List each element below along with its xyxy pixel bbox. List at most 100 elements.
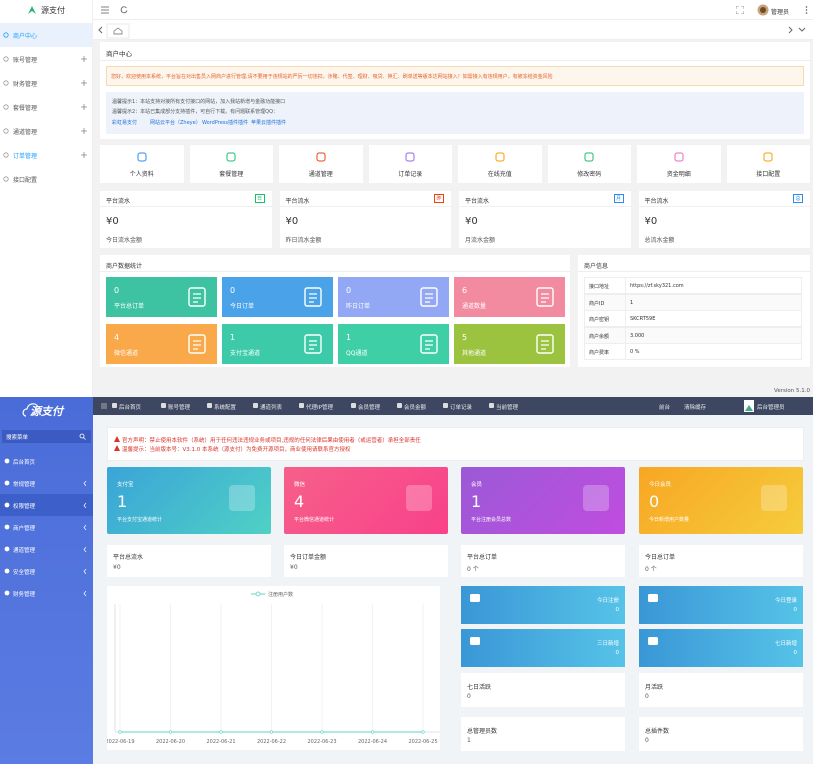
tile-value: 1	[230, 333, 236, 342]
nav-item[interactable]: 通道列表	[260, 405, 283, 411]
menu-item[interactable]: 通道管理	[0, 538, 93, 560]
nav-right-item[interactable]: 前台	[659, 405, 671, 411]
search-icon	[79, 433, 86, 440]
shortcut-card[interactable]: 接口配置	[726, 145, 810, 183]
divider	[578, 271, 810, 272]
total-value: 0 个	[645, 566, 657, 573]
top-nav: 后台首页 账号管理 系统配置 通道列表 代理IP管理 会员管理 会员金额 订单记录 当前管理 前台…	[93, 397, 813, 415]
shortcut-icon	[405, 152, 415, 162]
stat-amount: ¥0	[465, 216, 478, 227]
search-placeholder: 搜索菜单	[6, 435, 29, 441]
stat-card: 平台流水 月 ¥0 月流水金额	[459, 191, 631, 248]
menu-item[interactable]: 商户中心	[0, 23, 92, 47]
nav-item[interactable]: 代理IP管理	[306, 405, 333, 411]
blue-card-value: 0	[793, 650, 798, 656]
menu-icon	[3, 32, 9, 38]
info-card: 月活跃 0	[639, 673, 803, 707]
info-row: 商户余额 3.000	[584, 326, 802, 344]
blue-card-value: 0	[615, 650, 620, 656]
nav-item[interactable]: 会员管理	[358, 405, 381, 411]
blue-card-label: 七日新增	[774, 641, 797, 647]
blue-card: 三日新增 0	[461, 629, 625, 667]
top-app: 源支付 商户中心 账号管理 财务管理 套餐管理 通道管理 订单管理 接口配置 管理员 商户中心 您好…	[0, 0, 813, 397]
blue-card: 七日新增 0	[639, 629, 803, 667]
info-box: 温馨提示1：本站支持对接所有支付接口的网站，加入我站新增与金融功能接口 温馨提示2…	[106, 92, 804, 134]
stat-title: 平台流水	[285, 198, 310, 205]
card-value: 4	[294, 492, 305, 511]
shortcut-card[interactable]: 订单记录	[368, 145, 452, 183]
menu-item[interactable]: 账号管理	[0, 47, 92, 71]
menu-item[interactable]: 财务管理	[0, 582, 93, 604]
shortcut-card[interactable]: 通道管理	[279, 145, 363, 183]
shortcut-card[interactable]: 个人资料	[100, 145, 184, 183]
stat-card: 平台流水 昨 ¥0 昨日流水金额	[279, 191, 451, 248]
summary-card: 微信 4 平台微信通道统计	[284, 467, 448, 534]
nav-item[interactable]: 订单记录	[450, 405, 473, 411]
data-point	[421, 730, 425, 734]
menu-item[interactable]: 接口配置	[0, 167, 92, 191]
stat-caption: 总流水金额	[644, 237, 675, 244]
shortcut-card[interactable]: 套餐管理	[189, 145, 273, 183]
admin-name[interactable]: 管理员	[771, 9, 790, 16]
shortcut-icon	[763, 152, 773, 162]
chevron	[83, 547, 87, 552]
menu-item[interactable]: 商户管理	[0, 516, 93, 538]
panel-title: 商户数据统计	[106, 263, 143, 270]
menu-label: 接口配置	[13, 177, 38, 184]
notice-text: 温馨提示：当前版本号：V3.1.0 本系统（源支付）为免费开源项目，商业使用请联…	[122, 447, 351, 453]
menu-item[interactable]: 权限管理	[0, 494, 93, 516]
total-card: 今日总订单 0 个	[639, 545, 803, 577]
nav-item[interactable]: 账号管理	[168, 405, 191, 411]
nav-right-item[interactable]: 清除缓存	[684, 405, 707, 411]
shortcut-card[interactable]: 在线充值	[458, 145, 542, 183]
card-icon	[583, 485, 609, 511]
info-key: 商户ID	[589, 300, 605, 307]
menu-item[interactable]: 套餐管理	[0, 95, 92, 119]
menu-item[interactable]: 通道管理	[0, 119, 92, 143]
link[interactable]: 彩虹易支付	[112, 120, 138, 126]
chevron	[83, 569, 87, 574]
stat-title: 平台流水	[106, 198, 131, 205]
menu-item[interactable]: 安全管理	[0, 560, 93, 582]
tile-icon	[420, 287, 438, 307]
shortcut-card[interactable]: 资金明细	[637, 145, 721, 183]
menu-item[interactable]: 财务管理	[0, 71, 92, 95]
summary-card: 会员 1 平台注册会员总数	[461, 467, 625, 534]
stat-title: 平台流水	[644, 198, 669, 205]
shortcut-card[interactable]: 修改密码	[547, 145, 631, 183]
nav-item[interactable]: 当前管理	[496, 405, 519, 411]
nav-right-item[interactable]: 后台管理员	[757, 405, 785, 411]
tile-label: 支付宝通道	[230, 350, 261, 357]
menu-label: 安全管理	[13, 570, 36, 576]
link[interactable]: 网站云平台（Zheye）	[150, 120, 201, 126]
blue-card-label: 今日注册	[596, 598, 619, 604]
total-card: 今日订单金额 ¥0	[284, 545, 448, 577]
data-tile: 1 支付宝通道	[222, 324, 333, 364]
tile-icon	[188, 334, 206, 354]
total-card: 平台总订单 0 个	[461, 545, 625, 577]
shortcut-icon	[137, 152, 147, 162]
menu-icon	[3, 176, 9, 182]
tile-label: 其他通道	[462, 350, 487, 357]
nav-item[interactable]: 会员金额	[404, 405, 427, 411]
card-value: 1	[117, 492, 128, 511]
nav-item[interactable]: 后台首页	[119, 405, 142, 411]
col-line	[625, 344, 626, 359]
menu-item[interactable]: 后台首页	[0, 450, 93, 472]
blue-card-label: 今日登录	[774, 598, 797, 604]
menu-icon	[4, 458, 10, 464]
menu-item[interactable]: 订单管理	[0, 143, 92, 167]
search-box[interactable]: 搜索菜单	[2, 430, 91, 443]
link[interactable]: 苹果云插件插件	[251, 120, 287, 126]
menu-item[interactable]: 常规管理	[0, 472, 93, 494]
divider	[459, 206, 631, 207]
chevron	[83, 591, 87, 596]
menu-toggle	[101, 6, 109, 14]
blue-card-icon	[648, 637, 658, 645]
notice-text: 官方声明：禁止使用本软件（系统）用于任何违法违规业务或项目,违规的任何法律后果由…	[122, 438, 421, 444]
stat-badge: 月	[613, 194, 624, 203]
col-line	[625, 294, 626, 310]
link[interactable]: WordPress插件插件	[202, 120, 249, 126]
card-title: 今日会员	[649, 482, 672, 488]
nav-item[interactable]: 系统配置	[214, 405, 237, 411]
